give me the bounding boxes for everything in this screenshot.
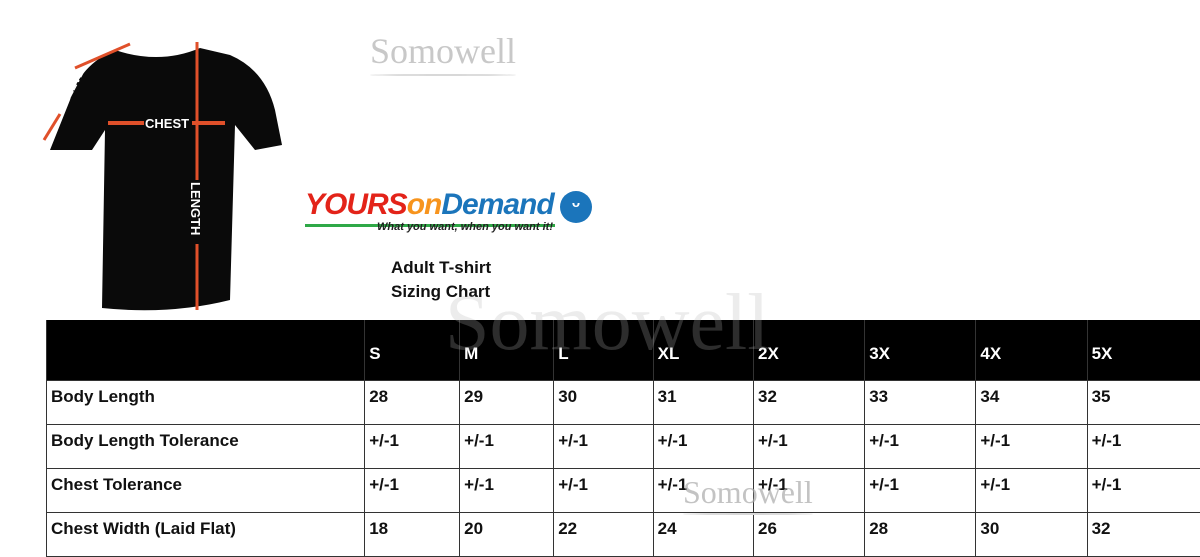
- size-header: 3X: [865, 320, 976, 381]
- table-row: Chest Tolerance+/-1+/-1+/-1+/-1+/-1+/-1+…: [47, 469, 1200, 513]
- logo-tagline: What you want, when you want it!: [377, 221, 553, 233]
- watermark: Somowell: [445, 278, 769, 369]
- table-cell: 30: [976, 513, 1087, 557]
- table-cell: 18: [365, 513, 460, 557]
- table-cell: 20: [460, 513, 554, 557]
- tshirt-silhouette: [50, 48, 282, 310]
- watermark: Somowell: [370, 30, 516, 72]
- table-cell: +/-1: [554, 425, 653, 469]
- table-cell: 28: [865, 513, 976, 557]
- row-label: Chest Tolerance: [47, 469, 365, 513]
- table-cell: 35: [1087, 381, 1200, 425]
- smiley-icon: ᵕ: [560, 191, 592, 223]
- blank-header: [47, 320, 365, 381]
- table-cell: +/-1: [1087, 469, 1200, 513]
- table-cell: +/-1: [460, 425, 554, 469]
- length-label: LENGTH: [188, 182, 203, 235]
- table-cell: +/-1: [976, 425, 1087, 469]
- table-cell: +/-1: [1087, 425, 1200, 469]
- table-cell: +/-1: [754, 425, 865, 469]
- table-cell: +/-1: [460, 469, 554, 513]
- table-cell: 22: [554, 513, 653, 557]
- size-header: 2X: [754, 320, 865, 381]
- table-cell: 29: [460, 381, 554, 425]
- table-cell: +/-1: [554, 469, 653, 513]
- yoursondemand-logo: YOURSonDemand What you want, when you wa…: [305, 188, 595, 238]
- size-header: 5X: [1087, 320, 1200, 381]
- watermark: Somowell: [683, 474, 813, 511]
- table-cell: +/-1: [653, 425, 753, 469]
- table-cell: 28: [365, 381, 460, 425]
- table-cell: 33: [865, 381, 976, 425]
- table-cell: 30: [554, 381, 653, 425]
- table-cell: +/-1: [865, 469, 976, 513]
- table-cell: 34: [976, 381, 1087, 425]
- table-cell: +/-1: [865, 425, 976, 469]
- row-label: Chest Width (Laid Flat): [47, 513, 365, 557]
- tshirt-measurement-diagram: SLEEVE CHEST LENGTH: [30, 30, 290, 320]
- row-label: Body Length: [47, 381, 365, 425]
- table-cell: +/-1: [365, 469, 460, 513]
- table-cell: 24: [653, 513, 753, 557]
- table-row: Body Length Tolerance+/-1+/-1+/-1+/-1+/-…: [47, 425, 1200, 469]
- table-cell: 31: [653, 381, 753, 425]
- table-cell: 32: [754, 381, 865, 425]
- table-cell: +/-1: [976, 469, 1087, 513]
- size-header: 4X: [976, 320, 1087, 381]
- table-cell: 26: [754, 513, 865, 557]
- chest-label: CHEST: [145, 116, 189, 131]
- table-cell: +/-1: [365, 425, 460, 469]
- table-cell: 32: [1087, 513, 1200, 557]
- row-label: Body Length Tolerance: [47, 425, 365, 469]
